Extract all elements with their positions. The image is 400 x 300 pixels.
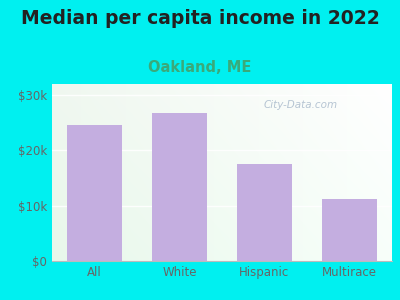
Bar <box>152 113 207 261</box>
Bar <box>237 164 292 261</box>
Text: Oakland, ME: Oakland, ME <box>148 60 252 75</box>
Bar <box>322 199 377 261</box>
Text: Median per capita income in 2022: Median per capita income in 2022 <box>21 9 379 28</box>
Text: City-Data.com: City-Data.com <box>263 100 337 110</box>
Bar <box>67 125 122 261</box>
